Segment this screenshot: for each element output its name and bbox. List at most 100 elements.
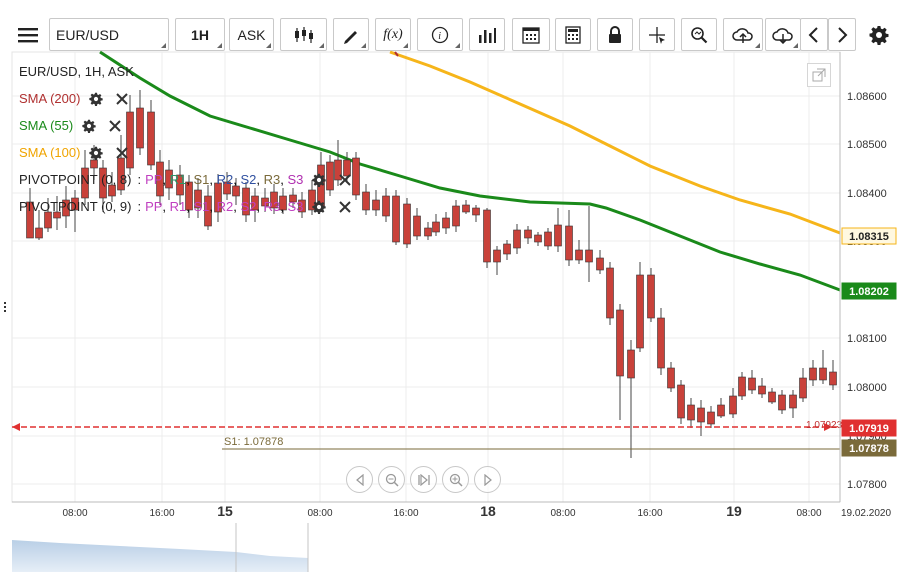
candle (165, 160, 173, 200)
candle (251, 188, 259, 222)
candles (26, 90, 837, 458)
symbol-value: EUR/USD (56, 26, 120, 43)
price-type-select[interactable]: ASK (229, 18, 274, 51)
crosshair-button[interactable] (639, 18, 675, 51)
draw-tools-button[interactable] (333, 18, 369, 51)
calculator-icon (565, 25, 581, 44)
lock-button[interactable] (597, 18, 633, 51)
candle-body (697, 407, 705, 423)
price-tick-label: 1.08100 (847, 333, 887, 345)
candle-body (362, 191, 370, 211)
gear-icon (869, 25, 889, 45)
candle (534, 232, 542, 246)
candle-body (748, 377, 756, 391)
candle-body (53, 211, 61, 219)
resize-handle[interactable] (4, 300, 8, 314)
close-icon[interactable] (335, 197, 355, 217)
calculator-button[interactable] (555, 18, 591, 51)
candle-body (223, 181, 231, 195)
upload-button[interactable] (723, 18, 763, 51)
candle-body (204, 195, 212, 227)
candle (352, 152, 360, 200)
candle-body (729, 395, 737, 415)
timeframe-select[interactable]: 1H (175, 18, 225, 51)
candle-body (544, 231, 552, 247)
candle-body (462, 204, 470, 213)
candle (647, 268, 655, 322)
candle (748, 370, 756, 394)
gear-icon[interactable] (86, 89, 106, 109)
calendar-button[interactable] (512, 18, 550, 51)
time-tick-label: 19 (726, 503, 742, 519)
s1-badge: 1.07878 (841, 439, 897, 457)
price-line-arrow (12, 423, 20, 431)
candle (147, 100, 155, 170)
time-axis[interactable]: 08:00 16:00 15 08:00 16:00 18 08:00 16:00 19 08:0… (12, 501, 891, 519)
candle-body (809, 367, 817, 381)
time-tick-label: 16:00 (149, 508, 174, 519)
zoom-out-button[interactable] (378, 466, 405, 493)
pivot2-s2: S2 (240, 199, 257, 214)
time-tick-label: 08:00 (550, 508, 575, 519)
sma100-label: SMA (100) (19, 145, 81, 160)
candle-body (352, 157, 360, 196)
zoom-button[interactable] (681, 18, 717, 51)
chart-type-button[interactable] (280, 18, 327, 51)
back-button[interactable] (800, 18, 828, 51)
candle-body (71, 197, 79, 211)
candle (432, 214, 440, 236)
candle-body (606, 267, 614, 319)
forward-button[interactable] (828, 18, 856, 51)
candle-body (778, 394, 786, 411)
gear-icon[interactable] (309, 197, 329, 217)
candle (667, 362, 675, 392)
candle-body (758, 385, 766, 395)
scroll-right-icon (483, 473, 492, 486)
svg-text:i: i (438, 31, 441, 42)
fullscreen-button[interactable] (807, 63, 831, 87)
candle (636, 262, 644, 352)
candle (513, 224, 521, 254)
legend-sma100: SMA (100) (19, 139, 355, 166)
close-icon[interactable] (105, 116, 125, 136)
gear-icon[interactable] (79, 116, 99, 136)
gear-icon[interactable] (309, 170, 329, 190)
close-icon[interactable] (335, 170, 355, 190)
candle-body (627, 349, 635, 379)
gear-icon[interactable] (86, 143, 106, 163)
pivot1-r2: R2 (216, 172, 234, 187)
zoom-in-button[interactable] (442, 466, 469, 493)
pivot1-sep: : (137, 172, 142, 187)
scroll-right-button[interactable] (474, 466, 501, 493)
pivot1-s2: S2 (240, 172, 257, 187)
candle-body (636, 274, 644, 349)
info-button[interactable]: i (417, 18, 463, 51)
candle-body (677, 384, 685, 419)
legend-sma200: SMA (200) (19, 85, 355, 112)
candle (136, 90, 144, 155)
download-button[interactable] (765, 18, 801, 51)
candle (493, 246, 501, 275)
reset-button[interactable] (410, 466, 437, 493)
candle (697, 400, 705, 436)
symbol-select[interactable]: EUR/USD (49, 18, 169, 51)
close-icon[interactable] (112, 89, 132, 109)
candle (829, 360, 837, 390)
candle (729, 388, 737, 418)
indicators-button[interactable]: f(x) (375, 18, 411, 51)
settings-button[interactable] (864, 18, 894, 51)
close-icon[interactable] (112, 143, 132, 163)
candle-body (403, 203, 411, 245)
candle (71, 190, 79, 232)
time-tick-label: 19.02.2020 (841, 508, 891, 519)
menu-icon[interactable] (12, 18, 44, 51)
volume-button[interactable] (469, 18, 505, 51)
candle-body (667, 367, 675, 389)
candle (472, 205, 480, 222)
candle (758, 378, 766, 398)
candle (126, 95, 134, 175)
scroll-left-button[interactable] (346, 466, 373, 493)
candle-body (596, 257, 604, 271)
price-axis[interactable]: 1.086001.085001.084001.083001.081001.080… (839, 52, 897, 502)
